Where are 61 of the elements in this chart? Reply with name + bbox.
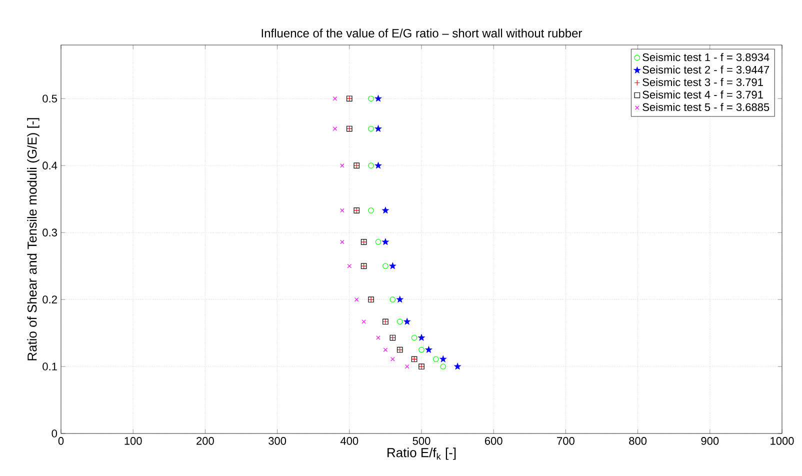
- y-tick-label: 0.4: [42, 162, 58, 170]
- legend-label: Seismic test 4 - f = 3.791: [642, 90, 763, 99]
- chart-title: Influence of the value of E/G ratio – short wall without rubber: [262, 28, 582, 38]
- point: [383, 348, 388, 352]
- point: [382, 238, 389, 245]
- point: [418, 346, 424, 353]
- y-tick-label: 0.2: [42, 296, 57, 304]
- x-tick-label: 900: [701, 437, 719, 445]
- point: [368, 126, 374, 132]
- point: [368, 208, 374, 214]
- point: [347, 264, 352, 268]
- x-tick-label: 1000: [770, 437, 794, 445]
- point: [332, 126, 338, 131]
- legend-label: Seismic test 1 - f = 3.8934: [642, 53, 770, 62]
- point: [425, 346, 432, 353]
- point: [382, 207, 389, 214]
- legend-label: Seismic test 5 - f = 3.6885: [642, 102, 770, 112]
- point: [374, 125, 382, 132]
- point: [454, 363, 461, 370]
- y-axis-title: Ratio of Shear and Tensile moduli (G/E) [-]: [27, 118, 40, 360]
- y-tick-label: 0.5: [42, 94, 57, 102]
- point: [390, 357, 395, 362]
- point: [382, 263, 388, 269]
- point: [340, 240, 344, 244]
- point: [375, 239, 382, 245]
- point: [368, 96, 374, 102]
- legend-label: Seismic test 2 - f = 3.9447: [642, 66, 770, 74]
- y-tick-label: 0: [52, 430, 58, 438]
- point: [396, 296, 404, 302]
- point: [376, 336, 380, 340]
- point: [354, 297, 359, 302]
- x-tick-label: 300: [268, 437, 286, 445]
- point: [332, 96, 338, 101]
- point: [433, 356, 439, 362]
- point: [368, 162, 374, 168]
- x-tick-label: 100: [124, 437, 142, 445]
- point: [389, 262, 396, 269]
- point: [396, 318, 403, 325]
- point: [362, 320, 366, 324]
- point: [374, 162, 382, 168]
- x-axis-title: Ratio E/f$_{k}$ [-]: [388, 448, 456, 460]
- x-tick-label: 500: [412, 437, 430, 445]
- point: [411, 334, 418, 341]
- point: [340, 163, 344, 168]
- point: [440, 356, 446, 362]
- point: [440, 364, 446, 370]
- point: [340, 208, 344, 213]
- legend-label: Seismic test 3 - f = 3.791: [642, 78, 763, 86]
- x-tick-label: 200: [196, 437, 214, 445]
- x-tick-label: 600: [484, 437, 502, 445]
- x-tick-label: 400: [340, 437, 358, 445]
- point: [404, 364, 410, 369]
- x-tick-label: 700: [557, 437, 574, 445]
- x-tick-label: 800: [629, 437, 647, 445]
- x-tick-label: 0: [58, 437, 64, 445]
- point: [374, 95, 382, 102]
- point: [418, 334, 425, 341]
- point: [390, 296, 396, 302]
- point: [404, 318, 410, 324]
- y-tick-label: 0.3: [42, 228, 57, 236]
- y-tick-label: 0.1: [42, 362, 57, 370]
